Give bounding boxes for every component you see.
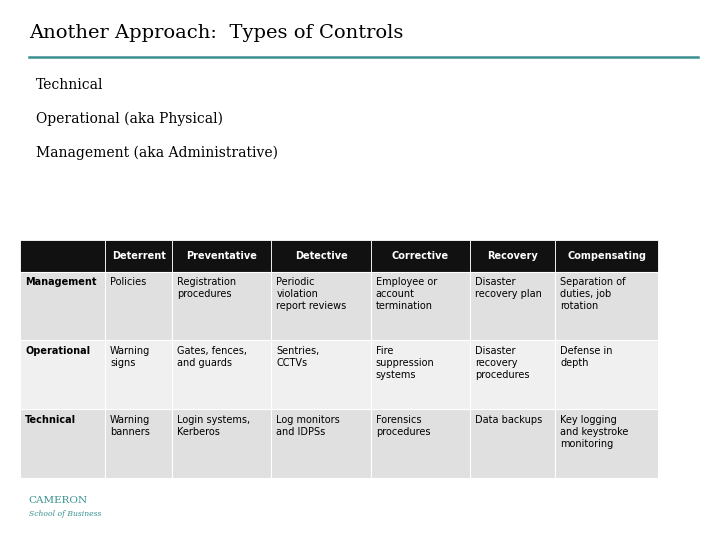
Text: Policies: Policies bbox=[110, 277, 146, 287]
Bar bbox=[20, 340, 105, 409]
Text: Compensating: Compensating bbox=[567, 251, 646, 261]
Text: Registration
procedures: Registration procedures bbox=[177, 277, 236, 299]
Bar bbox=[555, 272, 658, 340]
Text: Technical: Technical bbox=[36, 78, 104, 92]
Bar bbox=[172, 272, 271, 340]
Text: Login systems,
Kerberos: Login systems, Kerberos bbox=[177, 415, 251, 436]
Text: Technical: Technical bbox=[25, 415, 76, 424]
Text: Defense in
depth: Defense in depth bbox=[560, 346, 613, 368]
Bar bbox=[20, 409, 105, 478]
Bar bbox=[105, 340, 172, 409]
Text: Preventative: Preventative bbox=[186, 251, 257, 261]
Text: Fire
suppression
systems: Fire suppression systems bbox=[376, 346, 435, 380]
Text: Operational (aka Physical): Operational (aka Physical) bbox=[36, 112, 223, 126]
Text: Deterrent: Deterrent bbox=[112, 251, 166, 261]
Bar bbox=[172, 240, 271, 272]
Text: Separation of
duties, job
rotation: Separation of duties, job rotation bbox=[560, 277, 626, 311]
Bar bbox=[555, 240, 658, 272]
Text: School of Business: School of Business bbox=[29, 510, 102, 518]
Bar bbox=[470, 272, 555, 340]
Bar bbox=[371, 240, 470, 272]
Bar bbox=[271, 240, 371, 272]
Text: Recovery: Recovery bbox=[487, 251, 538, 261]
Bar bbox=[555, 409, 658, 478]
Text: Detective: Detective bbox=[294, 251, 348, 261]
Bar bbox=[271, 272, 371, 340]
Text: Disaster
recovery
procedures: Disaster recovery procedures bbox=[475, 346, 530, 380]
Bar bbox=[470, 240, 555, 272]
Text: Key logging
and keystroke
monitoring: Key logging and keystroke monitoring bbox=[560, 415, 629, 449]
Bar bbox=[172, 409, 271, 478]
Bar bbox=[470, 340, 555, 409]
Bar bbox=[371, 409, 470, 478]
Bar bbox=[20, 272, 105, 340]
Text: Management (aka Administrative): Management (aka Administrative) bbox=[36, 145, 278, 160]
Bar bbox=[20, 240, 105, 272]
Text: Gates, fences,
and guards: Gates, fences, and guards bbox=[177, 346, 247, 368]
Text: Another Approach:  Types of Controls: Another Approach: Types of Controls bbox=[29, 24, 403, 42]
Text: Corrective: Corrective bbox=[392, 251, 449, 261]
Text: Warning
signs: Warning signs bbox=[110, 346, 150, 368]
Bar bbox=[105, 240, 172, 272]
Text: Management: Management bbox=[25, 277, 96, 287]
Bar bbox=[105, 409, 172, 478]
Text: CAMERON: CAMERON bbox=[29, 496, 88, 505]
Bar bbox=[371, 340, 470, 409]
Text: Disaster
recovery plan: Disaster recovery plan bbox=[475, 277, 542, 299]
Bar bbox=[172, 340, 271, 409]
Bar bbox=[271, 409, 371, 478]
Text: Operational: Operational bbox=[25, 346, 90, 356]
Text: Data backups: Data backups bbox=[475, 415, 542, 424]
Text: Sentries,
CCTVs: Sentries, CCTVs bbox=[276, 346, 320, 368]
Text: Forensics
procedures: Forensics procedures bbox=[376, 415, 431, 436]
Text: Periodic
violation
report reviews: Periodic violation report reviews bbox=[276, 277, 347, 311]
Text: Log monitors
and IDPSs: Log monitors and IDPSs bbox=[276, 415, 341, 436]
Bar bbox=[105, 272, 172, 340]
Text: Warning
banners: Warning banners bbox=[110, 415, 150, 436]
Text: Employee or
account
termination: Employee or account termination bbox=[376, 277, 437, 311]
Bar bbox=[271, 340, 371, 409]
Bar bbox=[555, 340, 658, 409]
Bar bbox=[470, 409, 555, 478]
Bar bbox=[371, 272, 470, 340]
